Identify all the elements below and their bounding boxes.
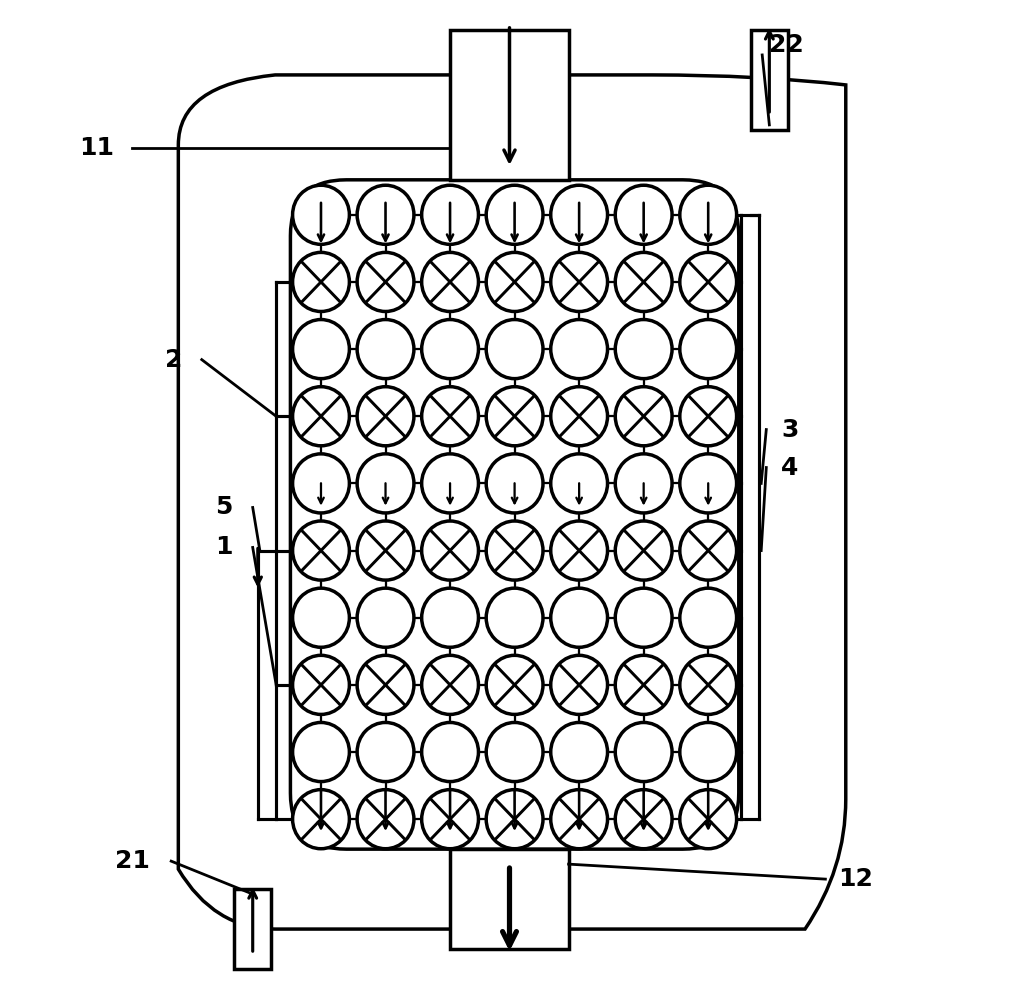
Ellipse shape bbox=[680, 253, 737, 312]
Ellipse shape bbox=[550, 521, 607, 580]
Bar bbox=[234, 889, 271, 969]
Ellipse shape bbox=[615, 320, 673, 379]
Ellipse shape bbox=[357, 588, 414, 647]
Ellipse shape bbox=[550, 588, 607, 647]
Ellipse shape bbox=[486, 789, 543, 849]
Ellipse shape bbox=[486, 320, 543, 379]
Ellipse shape bbox=[292, 253, 350, 312]
Ellipse shape bbox=[550, 185, 607, 245]
Ellipse shape bbox=[357, 454, 414, 512]
Ellipse shape bbox=[615, 722, 673, 781]
Ellipse shape bbox=[292, 320, 350, 379]
Ellipse shape bbox=[357, 320, 414, 379]
Text: 21: 21 bbox=[115, 849, 150, 873]
Ellipse shape bbox=[357, 521, 414, 580]
Ellipse shape bbox=[680, 454, 737, 512]
PathPatch shape bbox=[178, 75, 846, 929]
Ellipse shape bbox=[615, 655, 673, 714]
Ellipse shape bbox=[292, 185, 350, 245]
Ellipse shape bbox=[292, 387, 350, 446]
Ellipse shape bbox=[486, 588, 543, 647]
Ellipse shape bbox=[422, 253, 479, 312]
Ellipse shape bbox=[550, 789, 607, 849]
Ellipse shape bbox=[680, 185, 737, 245]
Bar bbox=[751, 30, 788, 130]
Ellipse shape bbox=[615, 387, 673, 446]
Ellipse shape bbox=[486, 253, 543, 312]
Ellipse shape bbox=[357, 655, 414, 714]
Ellipse shape bbox=[680, 387, 737, 446]
Ellipse shape bbox=[357, 387, 414, 446]
Ellipse shape bbox=[550, 722, 607, 781]
Ellipse shape bbox=[615, 454, 673, 512]
Ellipse shape bbox=[486, 185, 543, 245]
Text: 5: 5 bbox=[215, 496, 233, 519]
Ellipse shape bbox=[615, 185, 673, 245]
Ellipse shape bbox=[422, 454, 479, 512]
Ellipse shape bbox=[550, 655, 607, 714]
Ellipse shape bbox=[292, 521, 350, 580]
Ellipse shape bbox=[422, 387, 479, 446]
Ellipse shape bbox=[486, 655, 543, 714]
Ellipse shape bbox=[615, 521, 673, 580]
Text: 1: 1 bbox=[215, 535, 233, 559]
Ellipse shape bbox=[680, 320, 737, 379]
Bar bbox=[450, 849, 569, 949]
Ellipse shape bbox=[422, 655, 479, 714]
Ellipse shape bbox=[615, 789, 673, 849]
Ellipse shape bbox=[292, 789, 350, 849]
Ellipse shape bbox=[550, 253, 607, 312]
Ellipse shape bbox=[680, 521, 737, 580]
Ellipse shape bbox=[486, 722, 543, 781]
Ellipse shape bbox=[486, 521, 543, 580]
Ellipse shape bbox=[357, 722, 414, 781]
Ellipse shape bbox=[486, 454, 543, 512]
Ellipse shape bbox=[292, 454, 350, 512]
Text: 22: 22 bbox=[769, 33, 804, 57]
Ellipse shape bbox=[680, 655, 737, 714]
Ellipse shape bbox=[357, 185, 414, 245]
Text: 12: 12 bbox=[839, 867, 873, 891]
Ellipse shape bbox=[486, 387, 543, 446]
Ellipse shape bbox=[615, 588, 673, 647]
Ellipse shape bbox=[422, 521, 479, 580]
Ellipse shape bbox=[422, 320, 479, 379]
Ellipse shape bbox=[292, 722, 350, 781]
Ellipse shape bbox=[615, 253, 673, 312]
FancyBboxPatch shape bbox=[290, 180, 739, 849]
Ellipse shape bbox=[422, 588, 479, 647]
Ellipse shape bbox=[292, 655, 350, 714]
Ellipse shape bbox=[292, 588, 350, 647]
Text: 4: 4 bbox=[781, 456, 799, 480]
Text: 11: 11 bbox=[79, 136, 114, 160]
Ellipse shape bbox=[357, 253, 414, 312]
Ellipse shape bbox=[550, 454, 607, 512]
Text: 3: 3 bbox=[781, 418, 799, 442]
Text: 2: 2 bbox=[164, 348, 182, 372]
Ellipse shape bbox=[422, 789, 479, 849]
Bar bbox=[450, 30, 569, 180]
Ellipse shape bbox=[422, 185, 479, 245]
Ellipse shape bbox=[680, 588, 737, 647]
Ellipse shape bbox=[680, 722, 737, 781]
Ellipse shape bbox=[422, 722, 479, 781]
Ellipse shape bbox=[550, 320, 607, 379]
Ellipse shape bbox=[680, 789, 737, 849]
Ellipse shape bbox=[550, 387, 607, 446]
Ellipse shape bbox=[357, 789, 414, 849]
